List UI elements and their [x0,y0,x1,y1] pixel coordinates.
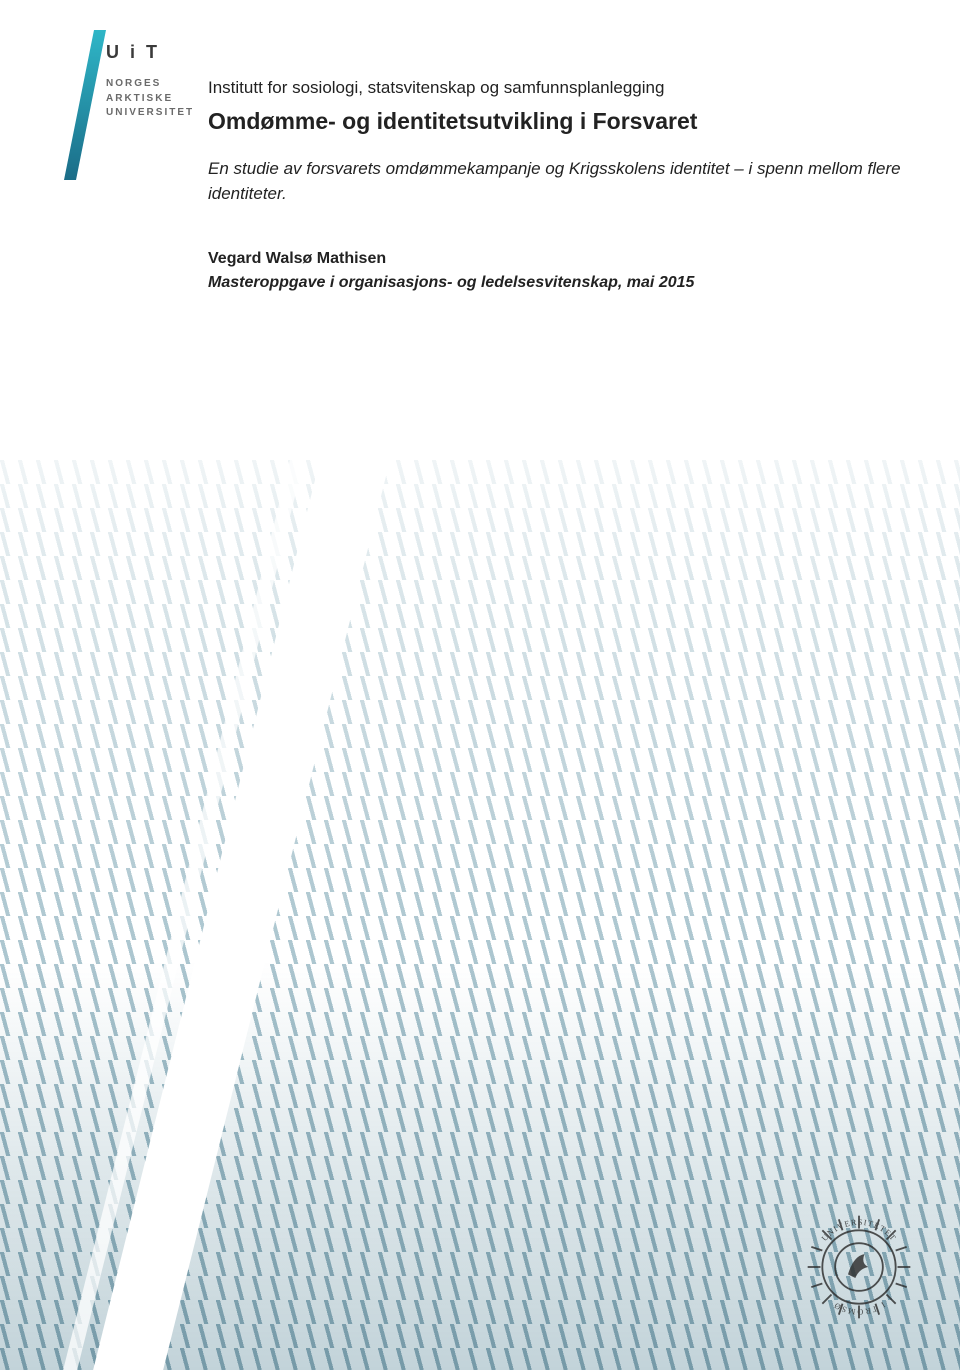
cover-content: Institutt for sosiologi, statsvitenskap … [208,78,908,292]
uit-logo: U i T NORGES ARKTISKE UNIVERSITET [34,38,184,178]
thesis-subtitle: En studie av forsvarets omdømmekampanje … [208,157,908,206]
uit-tagline-2: ARKTISKE [106,92,194,107]
uit-wordmark: U i T [106,42,194,63]
cover-page: U i T NORGES ARKTISKE UNIVERSITET Instit… [0,0,960,1370]
author-name: Vegard Walsø Mathisen [208,250,908,268]
department-name: Institutt for sosiologi, statsvitenskap … [208,78,908,98]
uit-tagline-1: NORGES [106,77,194,92]
uit-logo-text: U i T NORGES ARKTISKE UNIVERSITET [106,42,194,121]
thesis-title: Omdømme- og identitetsutvikling i Forsva… [208,108,908,135]
university-seal-icon: UNIVERSITETET I TROMSØ [804,1212,914,1322]
uit-tagline-3: UNIVERSITET [106,106,194,121]
thesis-info: Masteroppgave i organisasjons- og ledels… [208,274,908,292]
